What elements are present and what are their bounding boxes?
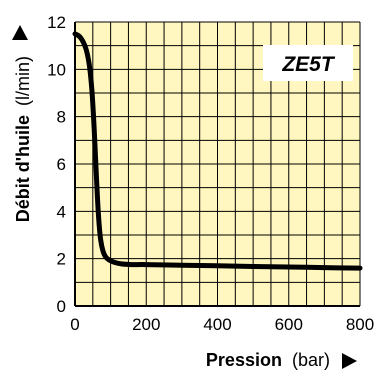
y-tick-label: 2 <box>57 250 66 269</box>
x-tick-label: 200 <box>132 315 160 334</box>
flow-curve-line <box>72 31 363 271</box>
x-tick-label: 600 <box>275 315 303 334</box>
x-tick-label: 800 <box>346 315 374 334</box>
x-tick-label: 400 <box>203 315 231 334</box>
model-label-box: ZE5T <box>263 45 353 81</box>
x-axis-title: Pression (bar) <box>206 350 330 370</box>
x-axis-title-unit: (bar) <box>292 350 330 370</box>
y-tick-label: 6 <box>57 155 66 174</box>
y-tick-label: 4 <box>57 202 66 221</box>
x-axis-arrow-icon <box>342 353 357 369</box>
x-tick-labels: 0 200 400 600 800 <box>70 315 374 334</box>
y-tick-label: 10 <box>47 60 66 79</box>
y-tick-label: 0 <box>57 297 66 316</box>
x-axis-title-main: Pression <box>206 350 282 370</box>
y-axis-arrow-icon <box>12 25 28 40</box>
y-tick-label: 12 <box>47 13 66 32</box>
grid <box>74 21 361 307</box>
y-tick-label: 8 <box>57 108 66 127</box>
model-label: ZE5T <box>281 53 336 76</box>
y-axis-title-main: Débit d'huile <box>13 115 33 222</box>
x-tick-label: 0 <box>70 315 79 334</box>
y-tick-labels: 0 2 4 6 8 10 12 <box>47 13 66 316</box>
y-axis-title-unit: (l/min) <box>13 56 33 106</box>
y-axis-title: Débit d'huile (l/min) <box>13 56 33 222</box>
model-label-background <box>263 45 353 81</box>
